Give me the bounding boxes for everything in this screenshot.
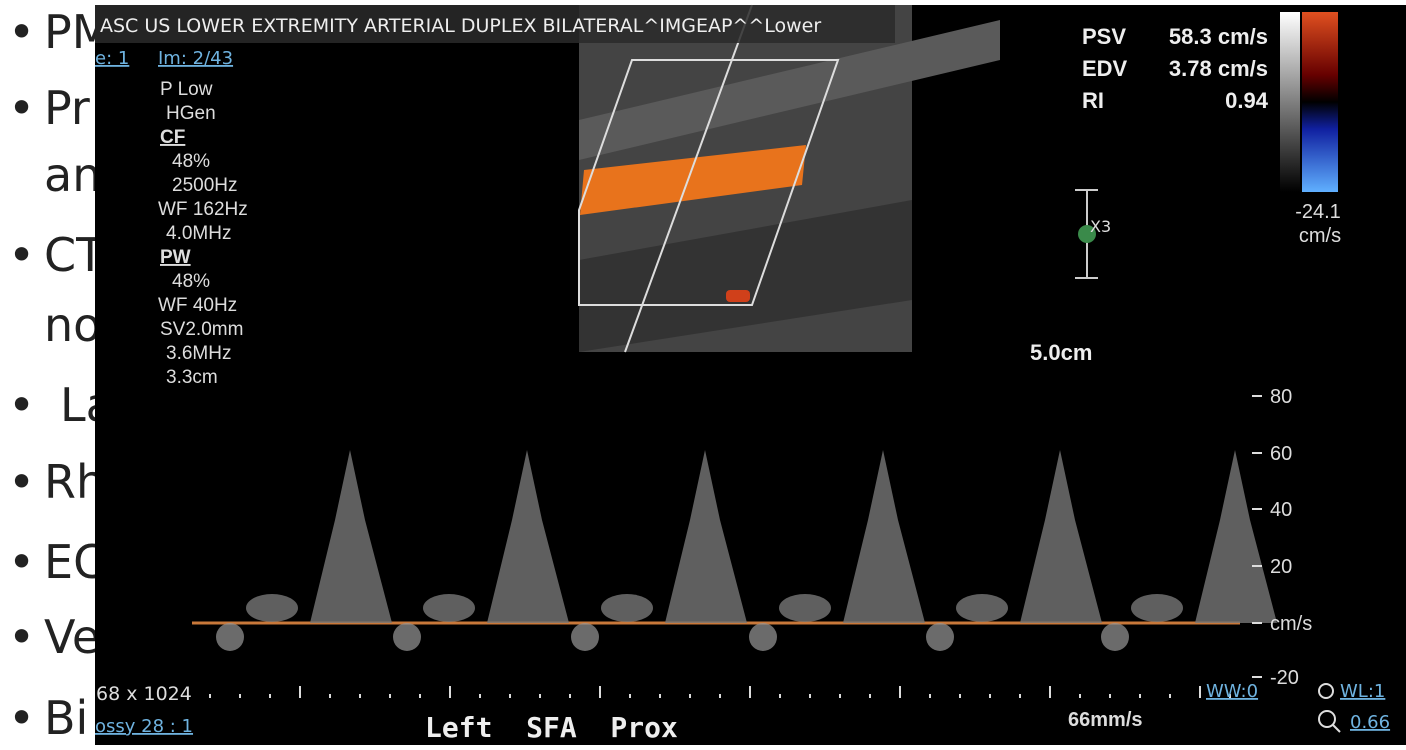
bullet-dot: •: [8, 691, 35, 745]
doppler-waveform: [209, 450, 1277, 698]
param: 48%: [172, 151, 210, 172]
measurements: PSV 58.3 cm/s EDV 3.78 cm/s RI 0.94: [1082, 24, 1269, 113]
systolic-peak: [1195, 450, 1277, 623]
bullet-dot: •: [8, 5, 35, 59]
diastolic-flow: [779, 594, 831, 622]
tissue-band: [579, 20, 1000, 160]
contrast-icon: [1318, 683, 1334, 699]
scale-label: 40: [1270, 499, 1292, 521]
reverse-flow: [749, 623, 777, 651]
window-level[interactable]: WL:1: [1340, 681, 1385, 702]
param: WF 40Hz: [158, 295, 237, 316]
reverse-flow: [571, 623, 599, 651]
bullet-dot: •: [8, 81, 35, 135]
image-size: 68 x 1024: [96, 683, 192, 705]
color-bar: [1302, 12, 1338, 192]
window-width[interactable]: WW:0: [1206, 681, 1258, 702]
bullet-dot: •: [8, 535, 35, 589]
bullet-dot: •: [8, 378, 35, 432]
param: WF 162Hz: [158, 199, 248, 220]
scale-label: 80: [1270, 386, 1292, 408]
param: PW: [160, 247, 191, 268]
zoom-icon: [1318, 710, 1336, 728]
bullet-text: Pr: [44, 81, 90, 135]
image-link[interactable]: Im: 2/43: [158, 48, 233, 69]
zoom-icon: [1332, 724, 1341, 733]
measurement-label: PSV: [1082, 24, 1126, 49]
param: HGen: [166, 103, 216, 124]
scale-label: 20: [1270, 556, 1292, 578]
title-bar: [95, 5, 895, 43]
scale-label: -20: [1270, 667, 1299, 689]
zoom-level[interactable]: 0.66: [1350, 712, 1390, 733]
zoom-factor: X3: [1090, 217, 1111, 236]
color-box: [578, 59, 840, 306]
reverse-flow: [926, 623, 954, 651]
bullet-text: an: [44, 148, 101, 202]
measurement-value: 58.3 cm/s: [1169, 24, 1268, 49]
bullet-text: Bi: [44, 691, 88, 745]
param: CF: [160, 127, 185, 148]
bullet-dot: •: [8, 610, 35, 664]
depth: 5.0cm: [1030, 340, 1092, 365]
param: 48%: [172, 271, 210, 292]
color-scale-unit: cm/s: [1299, 225, 1341, 247]
cursor-line: [624, 4, 753, 353]
systolic-peak: [665, 450, 747, 623]
bullet-dot: •: [8, 455, 35, 509]
systolic-peak: [1020, 450, 1102, 623]
bullet-text: EC: [44, 535, 105, 589]
measurement-label: RI: [1082, 88, 1104, 113]
compression[interactable]: ossy 28 : 1: [95, 716, 193, 737]
bullet-text: Ve: [44, 610, 100, 664]
color-flow: [726, 290, 750, 302]
bullet-text: CT: [44, 228, 105, 282]
color-flow: [580, 145, 806, 215]
reverse-flow: [1101, 623, 1129, 651]
measurement-label: EDV: [1082, 56, 1128, 81]
params: P Low HGen CF 48% 2500Hz WF 162Hz 4.0MHz PW 48% W…: [158, 79, 248, 388]
tissue-band: [579, 200, 912, 352]
diastolic-flow: [956, 594, 1008, 622]
color-scale-min: -24.1: [1295, 201, 1341, 223]
systolic-peak: [487, 450, 569, 623]
bullet-text: no: [44, 298, 101, 352]
annotation: Left SFA Prox: [425, 711, 678, 744]
gray-bar: [1280, 12, 1300, 192]
measurement-value: 0.94: [1225, 88, 1269, 113]
sweep-speed: 66mm/s: [1068, 709, 1143, 731]
measurement-value: 3.78 cm/s: [1169, 56, 1268, 81]
series-link[interactable]: e: 1: [95, 48, 129, 69]
param: P Low: [160, 79, 213, 100]
reverse-flow: [216, 623, 244, 651]
scale-label: 60: [1270, 443, 1292, 465]
study-title: ASC US LOWER EXTREMITY ARTERIAL DUPLEX B…: [100, 15, 821, 37]
velocity-scale: 80 60 40 20 cm/s -20: [1252, 386, 1312, 689]
diastolic-flow: [423, 594, 475, 622]
diastolic-flow: [1131, 594, 1183, 622]
systolic-peak: [310, 450, 392, 623]
systolic-peak: [843, 450, 925, 623]
bullet-text: Rh: [44, 455, 105, 509]
bullet-dot: •: [8, 228, 35, 282]
scale-label: cm/s: [1270, 613, 1312, 635]
param: 3.3cm: [166, 367, 218, 388]
diastolic-flow: [246, 594, 298, 622]
param: 2500Hz: [172, 175, 238, 196]
param: 4.0MHz: [166, 223, 231, 244]
diastolic-flow: [601, 594, 653, 622]
gate-marker: [1078, 225, 1096, 243]
param: 3.6MHz: [166, 343, 231, 364]
param: SV2.0mm: [160, 319, 243, 340]
reverse-flow: [393, 623, 421, 651]
